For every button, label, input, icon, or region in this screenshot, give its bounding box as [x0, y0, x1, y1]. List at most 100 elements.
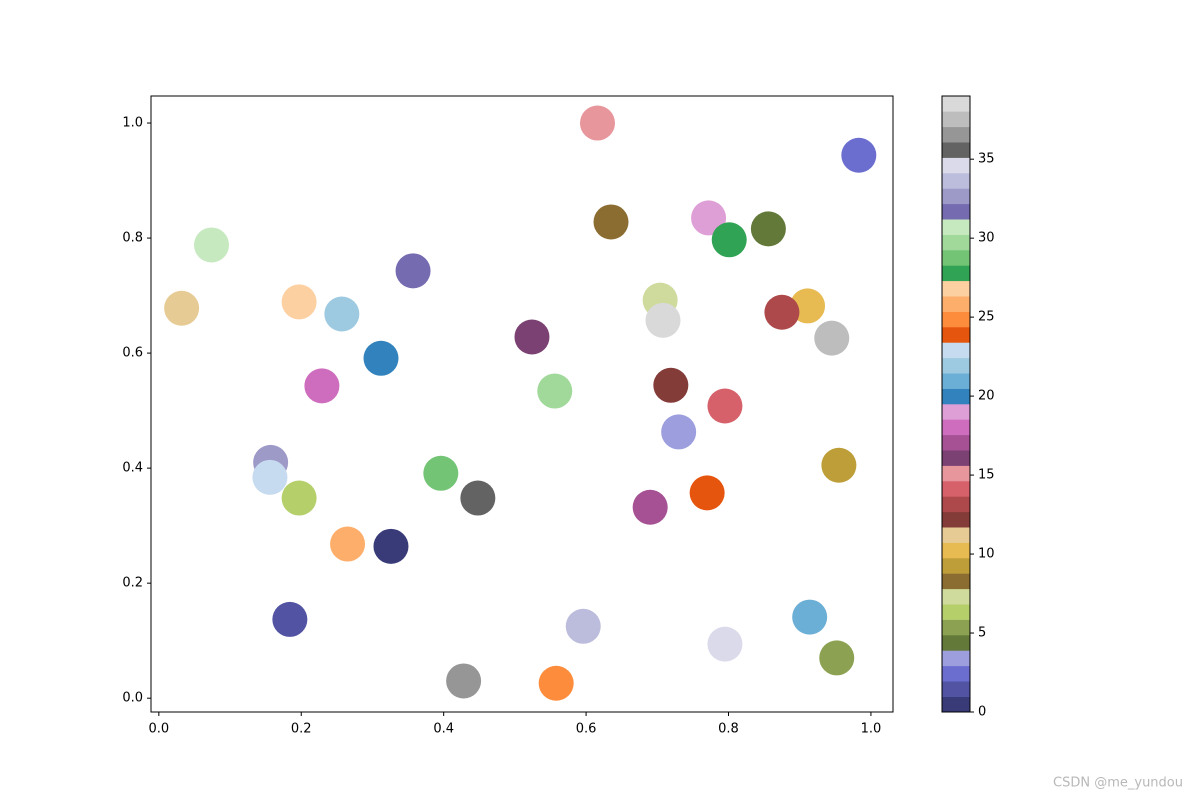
colorbar-band [942, 681, 970, 697]
colorbar-band [942, 527, 970, 543]
scatter-point [579, 105, 615, 141]
scatter-point [538, 665, 574, 701]
colorbar-band [942, 311, 970, 328]
watermark: CSDN @me_yundou [1053, 776, 1183, 791]
colorbar-band [942, 219, 970, 235]
scatter-point [593, 204, 629, 240]
scatter-point [565, 608, 601, 644]
scatter-point [281, 480, 317, 516]
x-tick-label: 0.2 [291, 722, 312, 737]
colorbar-band [942, 650, 970, 667]
scatter-point [281, 284, 317, 320]
colorbar-band [942, 96, 970, 112]
colorbar-band [942, 635, 970, 651]
scatter-point [707, 626, 743, 662]
colorbar-band [942, 511, 970, 528]
scatter-point [819, 640, 855, 676]
colorbar-tick-label: 5 [978, 626, 986, 641]
scatter-point [330, 526, 366, 562]
scatter-point [423, 455, 459, 491]
colorbar-band [942, 342, 970, 359]
colorbar-band [942, 188, 970, 205]
y-tick-label: 0.2 [122, 576, 143, 591]
x-tick-label: 0.6 [576, 722, 597, 737]
scatter-point [764, 294, 800, 330]
colorbar-band [942, 203, 970, 220]
colorbar-band [942, 234, 970, 251]
colorbar-band [942, 573, 970, 590]
colorbar-tick-label: 20 [978, 389, 995, 404]
scatter-point [194, 227, 230, 263]
colorbar-band [942, 280, 970, 297]
colorbar-band [942, 327, 970, 343]
y-tick-label: 0.6 [122, 346, 143, 361]
colorbar-band [942, 558, 970, 574]
colorbar-tick-label: 35 [978, 152, 995, 167]
scatter-point [537, 373, 573, 409]
colorbar-band [942, 357, 970, 374]
scatter-point [707, 388, 743, 424]
colorbar-band [942, 111, 970, 128]
colorbar-band [942, 496, 970, 513]
scatter-point [821, 447, 857, 483]
scatter-point [841, 137, 877, 173]
colorbar-band [942, 604, 970, 620]
scatter-point [689, 475, 725, 511]
colorbar-tick-label: 15 [978, 468, 995, 483]
scatter-point [272, 601, 308, 637]
scatter-point [750, 211, 786, 247]
colorbar-band [942, 157, 970, 174]
scatter-point [363, 340, 399, 376]
colorbar-band [942, 450, 970, 466]
scatter-point [661, 414, 697, 450]
scatter-point [460, 480, 496, 516]
colorbar-tick-label: 10 [978, 547, 995, 562]
x-tick-label: 0.0 [148, 722, 169, 737]
colorbar-tick-label: 25 [978, 310, 995, 325]
scatter-point [632, 489, 668, 525]
y-tick-label: 0.4 [122, 461, 143, 476]
colorbar-band [942, 419, 970, 436]
colorbar-band [942, 126, 970, 143]
scatter-point [691, 200, 727, 236]
x-tick-label: 1.0 [861, 722, 882, 737]
colorbar-band [942, 696, 970, 713]
colorbar-band [942, 173, 970, 189]
scatter-point [653, 367, 689, 403]
y-tick-label: 0.0 [122, 691, 143, 706]
colorbar-band [942, 542, 970, 559]
scatter-point [324, 296, 360, 332]
colorbar-band [942, 373, 970, 389]
scatter-point [252, 459, 288, 495]
colorbar-band [942, 142, 970, 158]
colorbar-band [942, 465, 970, 482]
y-tick-label: 1.0 [122, 116, 143, 131]
y-tick-label: 0.8 [122, 231, 143, 246]
colorbar-frame [941, 95, 971, 713]
scatter-point [792, 599, 828, 635]
colorbar-band [942, 265, 970, 282]
scatter-point [395, 253, 431, 289]
scatter-point [645, 302, 681, 338]
scatter-point [814, 320, 850, 356]
scatter-point [514, 319, 550, 355]
x-tick-label: 0.8 [718, 722, 739, 737]
colorbar-band [942, 388, 970, 405]
colorbar-band [942, 588, 970, 605]
x-tick-label: 0.4 [433, 722, 454, 737]
scatter-point [711, 222, 747, 258]
colorbar-band [942, 481, 970, 497]
scatter-point [164, 290, 200, 326]
colorbar-tick-label: 30 [978, 231, 995, 246]
colorbar-band [942, 434, 970, 451]
plot-frame [150, 95, 894, 713]
colorbar-band [942, 404, 970, 420]
scatter-point [373, 528, 409, 564]
scatter-point [446, 663, 482, 699]
scatter-point [304, 368, 340, 404]
colorbar-band [942, 296, 970, 312]
colorbar-band [942, 250, 970, 266]
colorbar-tick-label: 0 [978, 705, 986, 720]
